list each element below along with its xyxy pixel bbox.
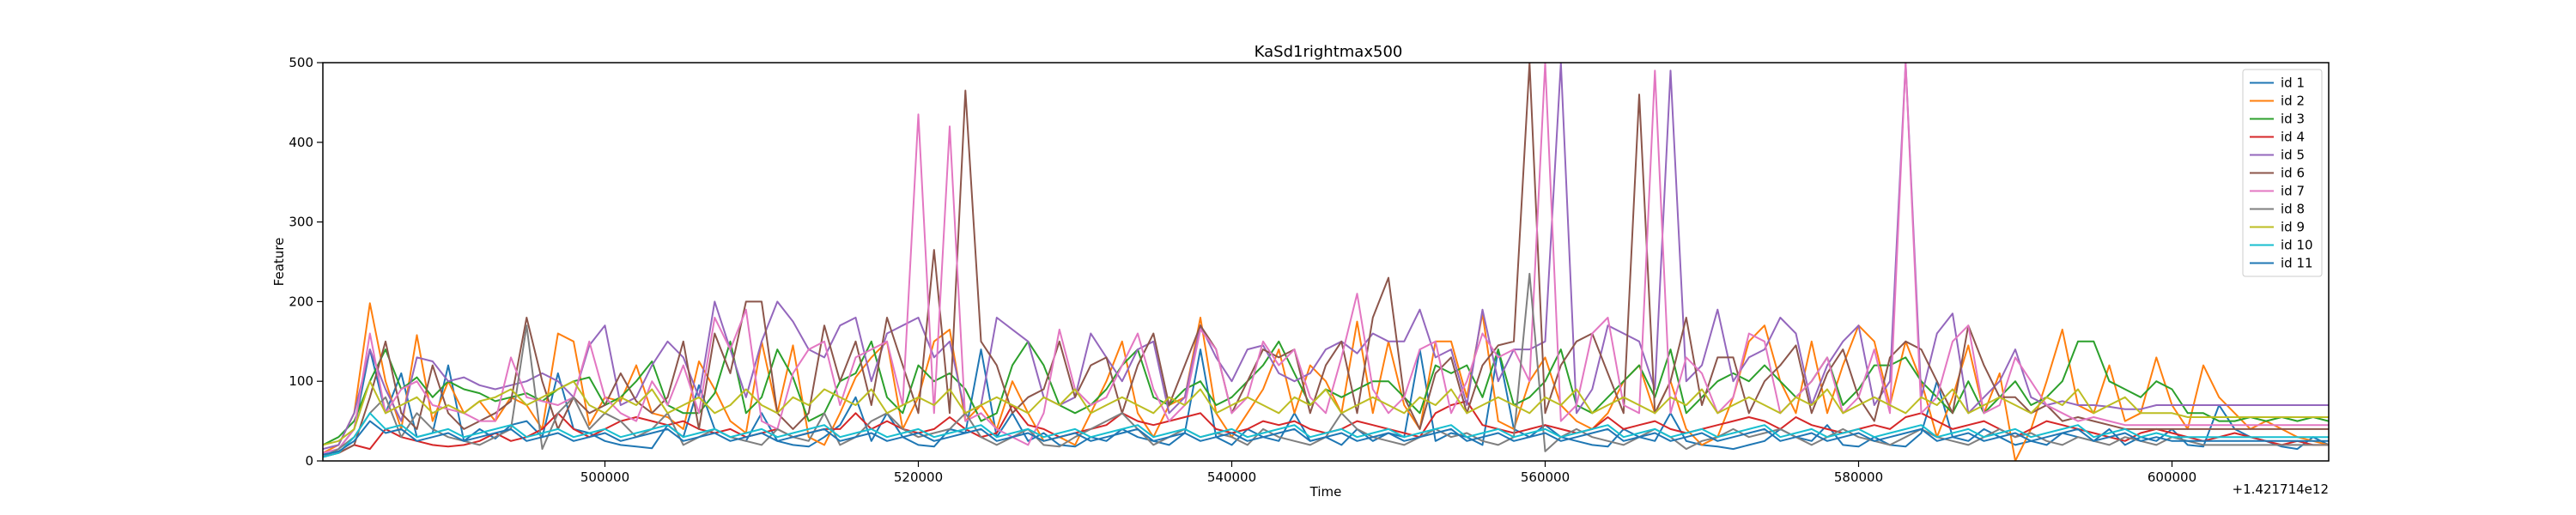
legend-label: id 6 bbox=[2281, 166, 2305, 181]
chart-title: KaSd1rightmax500 bbox=[1255, 43, 1403, 61]
legend-label: id 10 bbox=[2281, 238, 2313, 253]
y-axis: 0 100 200 300 400 500 bbox=[289, 55, 323, 469]
legend-label: id 2 bbox=[2281, 94, 2305, 109]
series-line-6 bbox=[323, 63, 2329, 458]
x-tick-label: 600000 bbox=[2148, 470, 2196, 485]
x-axis-label: Time bbox=[1309, 484, 1342, 500]
legend-label: id 11 bbox=[2281, 256, 2313, 271]
legend-label: id 3 bbox=[2281, 112, 2305, 127]
x-axis: 500000 520000 540000 560000 580000 600000 bbox=[580, 461, 2196, 485]
series-line-10 bbox=[323, 412, 2329, 458]
x-tick-label: 520000 bbox=[894, 470, 943, 485]
legend-box bbox=[2242, 69, 2323, 277]
series-line-9 bbox=[323, 380, 2329, 446]
legend-label: id 7 bbox=[2281, 184, 2305, 199]
y-tick-label: 500 bbox=[289, 55, 313, 70]
series-line-7 bbox=[323, 63, 2329, 454]
legend-label: id 4 bbox=[2281, 130, 2305, 145]
y-tick-label: 200 bbox=[289, 294, 313, 309]
legend-label: id 5 bbox=[2281, 148, 2305, 163]
x-axis-offset-label: +1.421714e12 bbox=[2233, 482, 2329, 497]
series-line-11 bbox=[323, 420, 2329, 456]
y-tick-label: 100 bbox=[289, 373, 313, 389]
plot-frame bbox=[322, 62, 2330, 462]
x-tick-label: 540000 bbox=[1207, 470, 1256, 485]
x-tick-label: 580000 bbox=[1834, 470, 1883, 485]
y-tick-label: 300 bbox=[289, 215, 313, 230]
series-layer bbox=[323, 63, 2329, 461]
x-tick-label: 560000 bbox=[1521, 470, 1570, 485]
legend-label: id 8 bbox=[2281, 202, 2305, 217]
legend: id 1 id 2 id 3 id 4 id 5 id 6 id 7 id 8 id 9 id 1… bbox=[2242, 69, 2323, 277]
legend-label: id 9 bbox=[2281, 220, 2305, 235]
x-tick-label: 500000 bbox=[580, 470, 629, 485]
legend-label: id 1 bbox=[2281, 76, 2305, 91]
y-axis-label: Feature bbox=[271, 238, 287, 287]
y-tick-label: 400 bbox=[289, 135, 313, 150]
y-tick-label: 0 bbox=[305, 453, 313, 469]
